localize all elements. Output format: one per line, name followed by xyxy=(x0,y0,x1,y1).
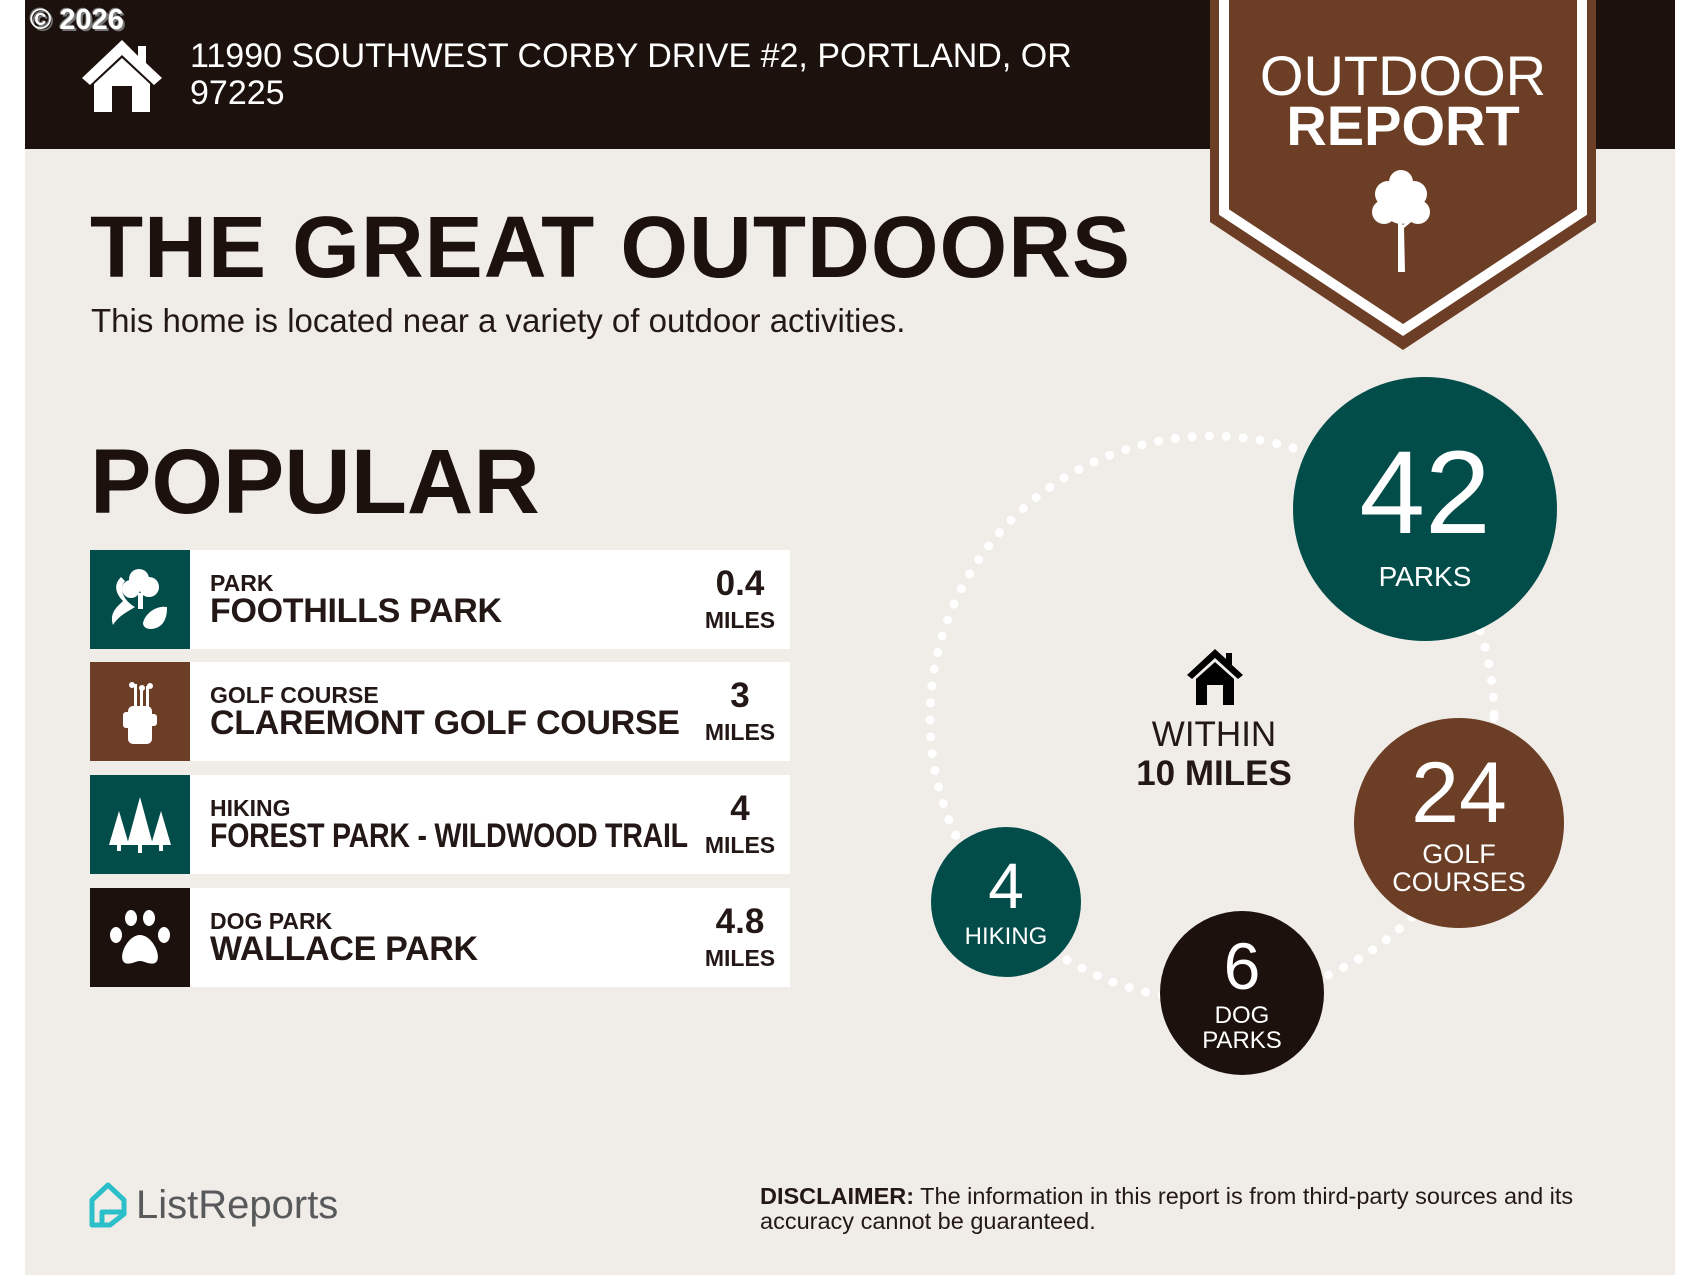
dog-parks-count: 6 xyxy=(1223,928,1261,1003)
item-category: HIKING xyxy=(210,795,291,821)
hiking-count-circle: 4 HIKING xyxy=(931,827,1081,977)
pine-trees-icon xyxy=(90,775,190,874)
item-unit: MILES xyxy=(704,832,776,858)
popular-heading: POPULAR xyxy=(90,431,540,533)
copyright: © 2026 xyxy=(30,4,124,36)
hiking-count: 4 xyxy=(988,850,1024,923)
item-distance: 4 xyxy=(730,789,750,828)
golf-count: 24 xyxy=(1411,744,1507,841)
item-category: GOLF COURSE xyxy=(210,682,379,708)
item-category: PARK xyxy=(210,570,274,596)
item-category: DOG PARK xyxy=(210,908,333,934)
item-name: WALLACE PARK xyxy=(210,930,478,968)
list-item-hiking: HIKING FOREST PARK - WILDWOOD TRAIL 4 MI… xyxy=(90,775,790,874)
item-unit: MILES xyxy=(704,945,776,971)
item-unit: MILES xyxy=(704,607,776,633)
golf-count-circle: 24 GOLF COURSES xyxy=(1354,718,1564,928)
hiking-label: HIKING xyxy=(964,923,1048,951)
page-subtitle: This home is located near a variety of o… xyxy=(91,302,906,339)
home-icon xyxy=(1187,649,1243,705)
golf-label-line2: COURSES xyxy=(1392,867,1526,897)
item-distance: 0.4 xyxy=(715,564,765,603)
park-icon xyxy=(90,550,190,649)
item-name: FOOTHILLS PARK xyxy=(210,592,502,630)
parks-count: 42 xyxy=(1359,427,1491,560)
page-title: THE GREAT OUTDOORS xyxy=(90,199,1132,296)
address-line-2: 97225 xyxy=(190,74,285,112)
list-item-golf-course: GOLF COURSE CLAREMONT GOLF COURSE 3 MILE… xyxy=(90,662,790,761)
item-distance: 3 xyxy=(730,676,750,715)
address-line-1: 11990 SOUTHWEST CORBY DRIVE #2, PORTLAND… xyxy=(190,37,1072,75)
property-address: 11990 SOUTHWEST CORBY DRIVE #2, PORTLAND… xyxy=(190,38,1090,112)
dog-parks-label-line1: DOG xyxy=(1214,1001,1270,1029)
item-name: FOREST PARK - WILDWOOD TRAIL xyxy=(210,817,688,855)
logo-text: ListReports xyxy=(136,1182,339,1227)
listreports-logo-icon xyxy=(89,1182,127,1228)
parks-count-circle: 42 PARKS xyxy=(1293,377,1557,641)
disclaimer-label: DISCLAIMER: xyxy=(760,1183,915,1209)
tree-icon xyxy=(1372,170,1430,272)
home-icon xyxy=(82,40,162,112)
golf-label-line1: GOLF xyxy=(1422,838,1496,869)
item-name: CLAREMONT GOLF COURSE xyxy=(210,704,680,742)
golf-bag-icon xyxy=(90,662,190,761)
parks-label: PARKS xyxy=(1378,561,1472,593)
paw-icon xyxy=(90,888,190,987)
list-item-dog-park: DOG PARK WALLACE PARK 4.8 MILES xyxy=(90,888,790,987)
disclaimer: DISCLAIMER: The information in this repo… xyxy=(760,1184,1620,1234)
dog-parks-label-line2: PARKS xyxy=(1202,1027,1282,1054)
listreports-logo: ListReports xyxy=(88,1182,338,1228)
badge-title-line1: OUTDOOR xyxy=(1259,44,1547,107)
list-item-park: PARK FOOTHILLS PARK 0.4 MILES xyxy=(90,550,790,649)
badge-title-line2: REPORT xyxy=(1286,94,1520,157)
within-distance: 10 MILES xyxy=(1136,754,1292,793)
item-distance: 4.8 xyxy=(715,902,765,941)
within-label: WITHIN xyxy=(1151,715,1277,754)
dog-parks-count-circle: 6 DOG PARKS xyxy=(1160,911,1324,1075)
item-unit: MILES xyxy=(704,719,776,745)
disclaimer-text: The information in this report is from t… xyxy=(760,1183,1574,1234)
